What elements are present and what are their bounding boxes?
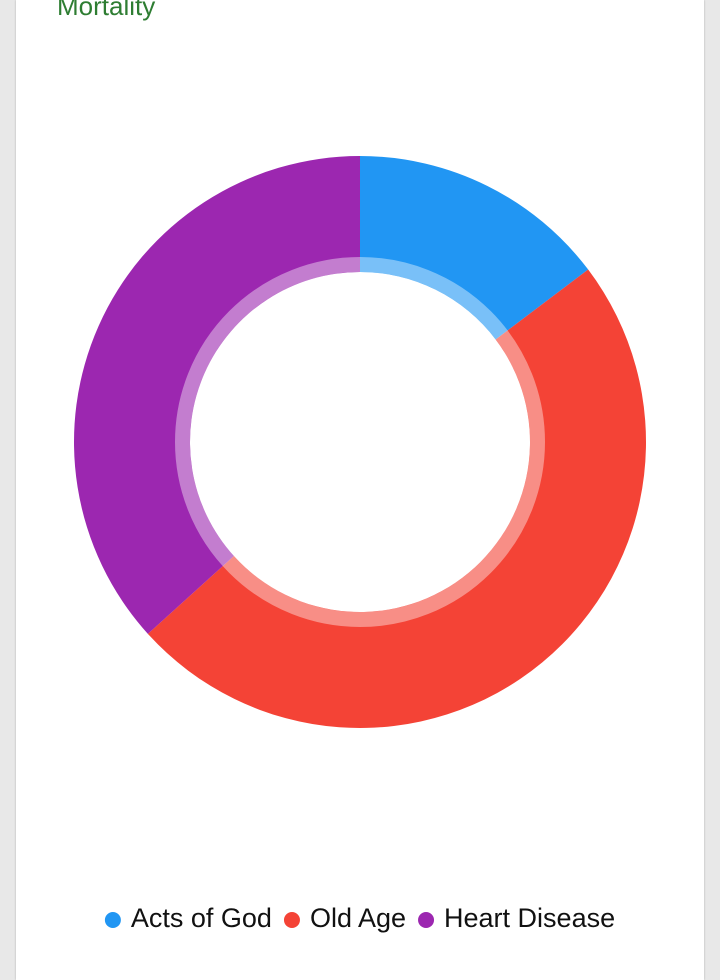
inner-band <box>175 257 545 627</box>
legend-marker <box>283 912 300 928</box>
chart-title: Mortality <box>57 0 155 21</box>
legend-label: Old Age <box>310 903 406 933</box>
legend-marker <box>418 912 435 928</box>
legend-label: Heart Disease <box>444 903 615 933</box>
donut-slice <box>73 155 361 634</box>
legend-label: Acts of God <box>131 903 272 933</box>
donut-slice <box>147 269 647 729</box>
donut-slice <box>360 156 589 340</box>
legend-marker <box>104 912 121 928</box>
